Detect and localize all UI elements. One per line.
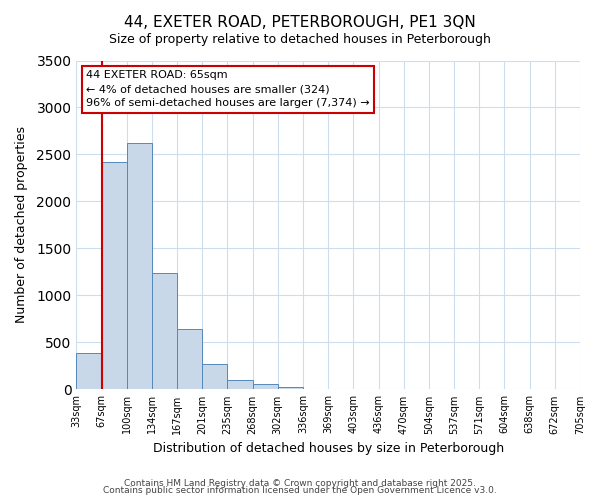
Text: Contains HM Land Registry data © Crown copyright and database right 2025.: Contains HM Land Registry data © Crown c… bbox=[124, 478, 476, 488]
Text: 44 EXETER ROAD: 65sqm
← 4% of detached houses are smaller (324)
96% of semi-deta: 44 EXETER ROAD: 65sqm ← 4% of detached h… bbox=[86, 70, 370, 108]
Bar bbox=[152, 273, 177, 390]
Bar bbox=[278, 386, 303, 390]
Bar bbox=[202, 364, 227, 390]
Bar bbox=[101, 162, 127, 390]
Y-axis label: Number of detached properties: Number of detached properties bbox=[15, 126, 28, 324]
X-axis label: Distribution of detached houses by size in Peterborough: Distribution of detached houses by size … bbox=[152, 442, 504, 455]
Bar bbox=[253, 384, 278, 390]
Bar bbox=[127, 143, 152, 390]
Bar bbox=[177, 330, 202, 390]
Bar bbox=[76, 353, 101, 390]
Text: 44, EXETER ROAD, PETERBOROUGH, PE1 3QN: 44, EXETER ROAD, PETERBOROUGH, PE1 3QN bbox=[124, 15, 476, 30]
Bar bbox=[227, 380, 253, 390]
Text: Contains public sector information licensed under the Open Government Licence v3: Contains public sector information licen… bbox=[103, 486, 497, 495]
Text: Size of property relative to detached houses in Peterborough: Size of property relative to detached ho… bbox=[109, 32, 491, 46]
